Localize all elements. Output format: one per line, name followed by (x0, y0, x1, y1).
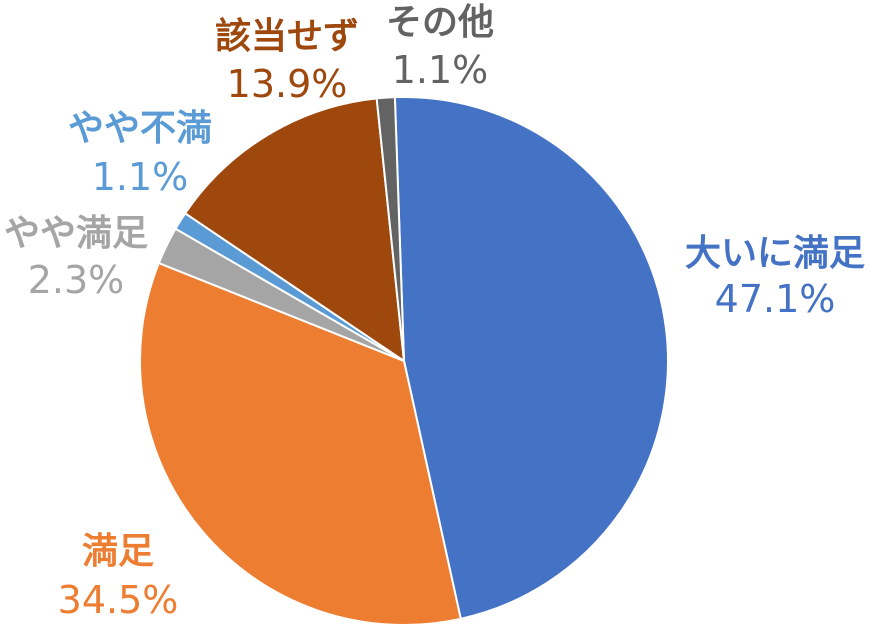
label-name-4: 該当せず (215, 16, 359, 57)
pie-slices (139, 96, 669, 626)
label-value-3: 1.1% (92, 155, 189, 199)
label-value-5: 1.1% (392, 48, 489, 92)
label-name-2: やや満足 (4, 213, 148, 254)
pie-labels: 大いに満足 47.1% 満足 34.5% やや満足 2.3% やや不満 1.1%… (4, 2, 865, 622)
label-name-5: その他 (386, 2, 494, 43)
pie-slice-1 (139, 261, 462, 626)
pie-slice-5 (375, 96, 405, 362)
label-value-4: 13.9% (227, 62, 348, 106)
label-value-0: 47.1% (715, 277, 836, 321)
label-name-1: 満足 (82, 531, 154, 572)
pie-slice-4 (183, 97, 406, 364)
label-value-2: 2.3% (28, 258, 125, 302)
label-name-0: 大いに満足 (685, 233, 865, 274)
label-name-3: やや不満 (68, 108, 212, 149)
label-value-1: 34.5% (58, 578, 179, 622)
pie-slice-0 (393, 96, 669, 621)
